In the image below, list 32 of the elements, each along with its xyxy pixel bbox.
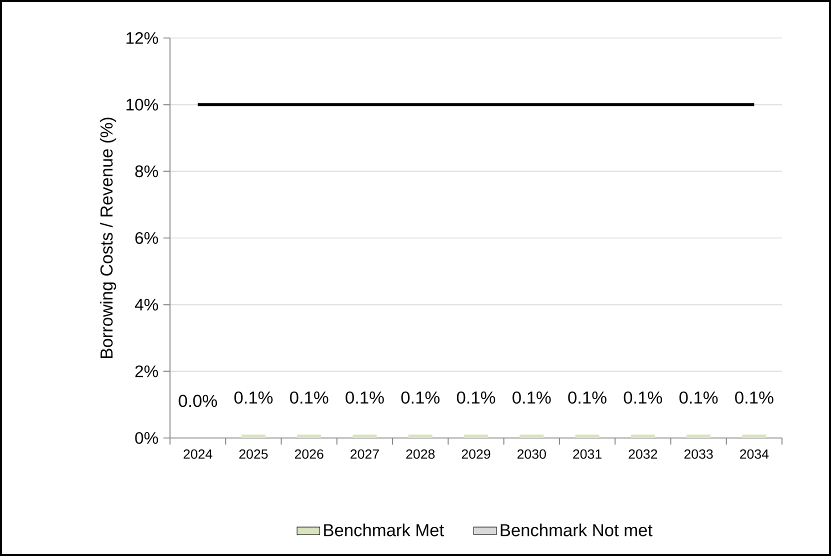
x-tick-label: 2027 (350, 449, 379, 459)
y-axis-title: Borrowing Costs / Revenue (%) (100, 118, 116, 358)
data-label: 0.1% (234, 391, 273, 404)
data-label: 0.1% (568, 391, 606, 404)
data-label: 0.1% (401, 391, 440, 404)
data-label: 0.1% (624, 391, 662, 404)
x-tick-label: 2033 (684, 449, 713, 459)
data-label: 0.1% (735, 391, 774, 404)
y-tick-label: 8% (135, 165, 158, 178)
y-tick-label: 0% (135, 432, 158, 444)
legend-label: Benchmark Met (324, 524, 444, 536)
y-tick-label: 10% (126, 98, 158, 111)
x-tick-label: 2028 (406, 449, 435, 459)
x-tick-label: 2031 (573, 449, 602, 459)
x-tick-label: 2029 (462, 449, 490, 459)
x-tick-label: 2034 (740, 449, 769, 459)
y-tick-label: 6% (135, 232, 158, 244)
y-tick-label: 4% (134, 298, 158, 310)
x-tick-label: 2030 (517, 449, 546, 459)
data-label: 0.1% (456, 391, 496, 404)
data-label: 0.0% (178, 394, 217, 408)
y-tick-label: 12% (126, 32, 158, 44)
data-label: 0.1% (512, 391, 551, 404)
x-tick-label: 2024 (184, 449, 212, 459)
x-tick-label: 2025 (239, 449, 268, 459)
y-tick-label: 2% (135, 365, 158, 378)
data-label: 0.1% (346, 391, 384, 404)
x-tick-label: 2026 (294, 449, 324, 459)
x-tick-label: 2032 (628, 449, 658, 459)
data-label: 0.1% (679, 391, 718, 404)
legend-label: Benchmark Not met (500, 524, 652, 536)
data-label: 0.1% (290, 391, 328, 404)
